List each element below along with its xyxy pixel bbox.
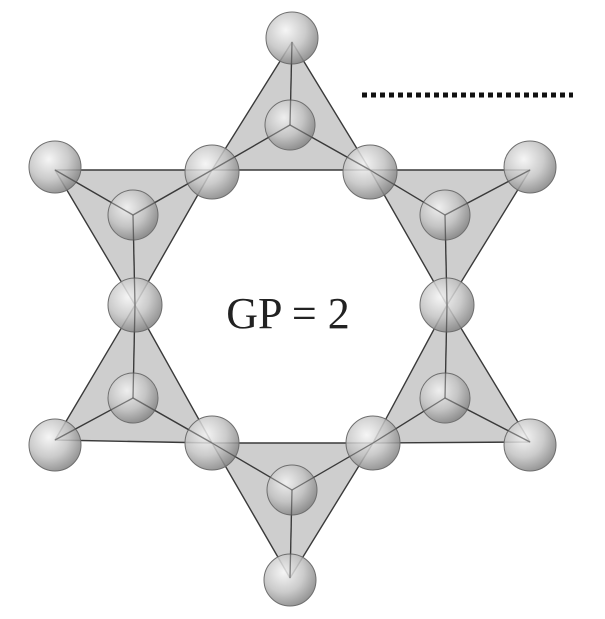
tetrahedron-upper-left-edge-overlay-2 bbox=[132, 214, 136, 306]
tetrahedron-lower-left-edge-overlay-2 bbox=[132, 397, 213, 444]
tetrahedron-bottom-edge-overlay-2 bbox=[291, 442, 374, 491]
tetrahedron-upper-left-edge-overlay-3 bbox=[132, 169, 213, 216]
tetrahedron-bottom-edge-overlay-3 bbox=[211, 442, 293, 491]
tetrahedron-upper-right-edge-overlay-2 bbox=[369, 169, 446, 216]
tetrahedron-lower-right-edge-overlay-2 bbox=[444, 304, 448, 399]
atoms-layer bbox=[28, 11, 557, 607]
atom-outer-3 bbox=[503, 418, 557, 472]
atom-shared-2 bbox=[342, 144, 398, 200]
tetrahedron-top-edge-overlay-3 bbox=[289, 124, 371, 171]
tetrahedron-lower-left-edge-overlay-3 bbox=[132, 304, 136, 399]
tetrahedron-upper-right-edge-overlay-1 bbox=[444, 169, 531, 216]
tetrahedron-lower-right-edge-overlay-1 bbox=[444, 397, 531, 443]
atom-outer-6 bbox=[28, 140, 82, 194]
tetrahedron-lower-left-edge-overlay-1 bbox=[54, 397, 134, 441]
gp-label: GP = 2 bbox=[226, 289, 349, 338]
tetrahedron-top-edge-overlay-2 bbox=[211, 124, 291, 171]
tetrahedron-upper-left-edge-overlay-1 bbox=[54, 169, 134, 216]
tetrahedron-bottom-edge-overlay-1 bbox=[289, 489, 293, 579]
tetrahedron-lower-right-edge-overlay-3 bbox=[372, 397, 446, 444]
tetrahedron-top-edge-overlay-1 bbox=[289, 41, 293, 126]
tetrahedron-upper-right-edge-overlay-3 bbox=[444, 214, 448, 306]
atom-outer-5 bbox=[28, 418, 82, 472]
atom-outer-2 bbox=[503, 140, 557, 194]
atom-shared-1 bbox=[184, 144, 240, 200]
